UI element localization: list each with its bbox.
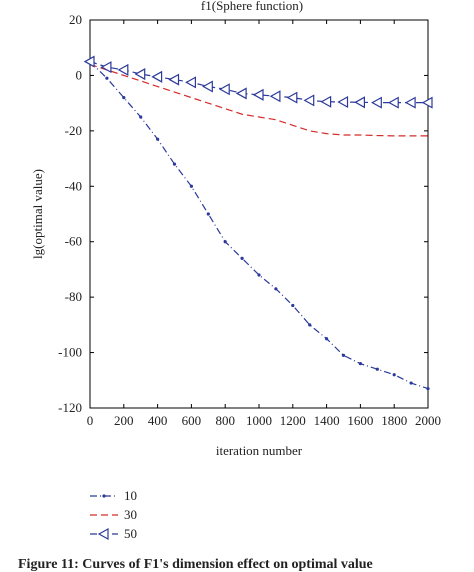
data-point-50 xyxy=(421,96,433,109)
x-tick-label: 0 xyxy=(87,413,94,428)
y-tick-label: -20 xyxy=(65,123,82,138)
data-point-10 xyxy=(308,323,312,327)
y-tick-label: -60 xyxy=(65,234,82,249)
y-axis-title: lg(optimal value) xyxy=(30,169,45,259)
data-point-10 xyxy=(358,362,362,366)
x-tick-label: 1200 xyxy=(280,413,306,428)
x-tick-label: 1600 xyxy=(347,413,373,428)
legend-marker xyxy=(102,494,106,498)
x-tick-label: 600 xyxy=(182,413,202,428)
legend-item-30: 30 xyxy=(90,507,137,522)
legend-label: 30 xyxy=(124,507,137,522)
data-point-50 xyxy=(218,83,230,96)
legend-marker xyxy=(97,527,109,541)
legend-item-50: 50 xyxy=(90,526,137,541)
series-line-30 xyxy=(89,63,428,137)
data-point-10 xyxy=(341,353,346,357)
data-point-10 xyxy=(291,303,295,308)
data-point-10 xyxy=(223,240,227,244)
data-point-50 xyxy=(235,87,247,100)
series-line-50 xyxy=(89,61,428,104)
x-axis-title: iteration number xyxy=(216,443,303,458)
data-point-10 xyxy=(375,367,379,371)
data-point-50 xyxy=(404,96,416,109)
data-point-50 xyxy=(252,88,264,101)
data-point-10 xyxy=(325,337,329,341)
data-point-10 xyxy=(240,256,244,260)
series-50 xyxy=(83,55,433,109)
y-tick-label: -120 xyxy=(58,400,82,415)
legend-label: 50 xyxy=(124,526,137,541)
x-tick-label: 1000 xyxy=(246,413,272,428)
data-point-50 xyxy=(134,68,146,81)
y-tick-label: 20 xyxy=(69,12,82,27)
data-point-50 xyxy=(168,73,180,86)
chart-title: f1(Sphere function) xyxy=(201,0,303,13)
data-point-10 xyxy=(139,115,143,119)
data-point-50 xyxy=(185,76,196,89)
x-tick-label: 400 xyxy=(148,413,168,428)
data-point-50 xyxy=(354,96,365,109)
data-point-50 xyxy=(202,80,213,93)
data-point-10 xyxy=(426,387,430,391)
legend-item-10: 10 xyxy=(90,488,137,503)
y-tick-label: -80 xyxy=(65,289,82,304)
data-point-50 xyxy=(337,96,349,109)
legend-label: 10 xyxy=(124,488,137,503)
data-point-50 xyxy=(269,90,281,103)
y-axis: 20 0 -20 -40 -60 -80 -100 -120 xyxy=(58,12,428,415)
data-point-10 xyxy=(189,184,193,188)
data-point-10 xyxy=(172,162,177,166)
data-point-50 xyxy=(83,55,95,68)
data-point-50 xyxy=(371,96,382,109)
data-point-10 xyxy=(392,373,396,377)
x-axis: 0 200 400 600 800 1000 1200 1400 1600 1800 2000 xyxy=(87,20,441,428)
data-point-10 xyxy=(257,273,261,277)
series-layer xyxy=(83,55,433,391)
x-tick-label: 800 xyxy=(215,413,235,428)
y-tick-label: -40 xyxy=(65,178,82,193)
series-10 xyxy=(88,59,430,391)
data-point-50 xyxy=(117,63,129,76)
figure-caption: Figure 11: Curves of F1's dimension effe… xyxy=(18,557,373,572)
data-point-10 xyxy=(122,96,126,100)
x-tick-label: 2000 xyxy=(415,413,441,428)
data-point-10 xyxy=(409,381,413,385)
x-tick-label: 1800 xyxy=(381,413,407,428)
y-tick-label: 0 xyxy=(76,67,83,82)
series-30 xyxy=(89,63,428,137)
data-point-50 xyxy=(303,94,315,107)
data-point-10 xyxy=(274,287,278,291)
data-point-10 xyxy=(105,76,109,80)
x-tick-label: 200 xyxy=(114,413,134,428)
data-point-50 xyxy=(387,96,399,109)
data-point-10 xyxy=(156,137,160,141)
data-point-10 xyxy=(206,212,210,216)
data-point-50 xyxy=(286,91,298,104)
data-point-50 xyxy=(151,70,163,83)
data-point-50 xyxy=(100,61,112,74)
series-line-10 xyxy=(89,61,429,390)
legend: 10 30 50 xyxy=(90,488,137,541)
plot-frame xyxy=(89,19,429,409)
x-tick-label: 1400 xyxy=(314,413,340,428)
y-tick-label: -100 xyxy=(58,345,82,360)
data-point-50 xyxy=(320,95,332,108)
